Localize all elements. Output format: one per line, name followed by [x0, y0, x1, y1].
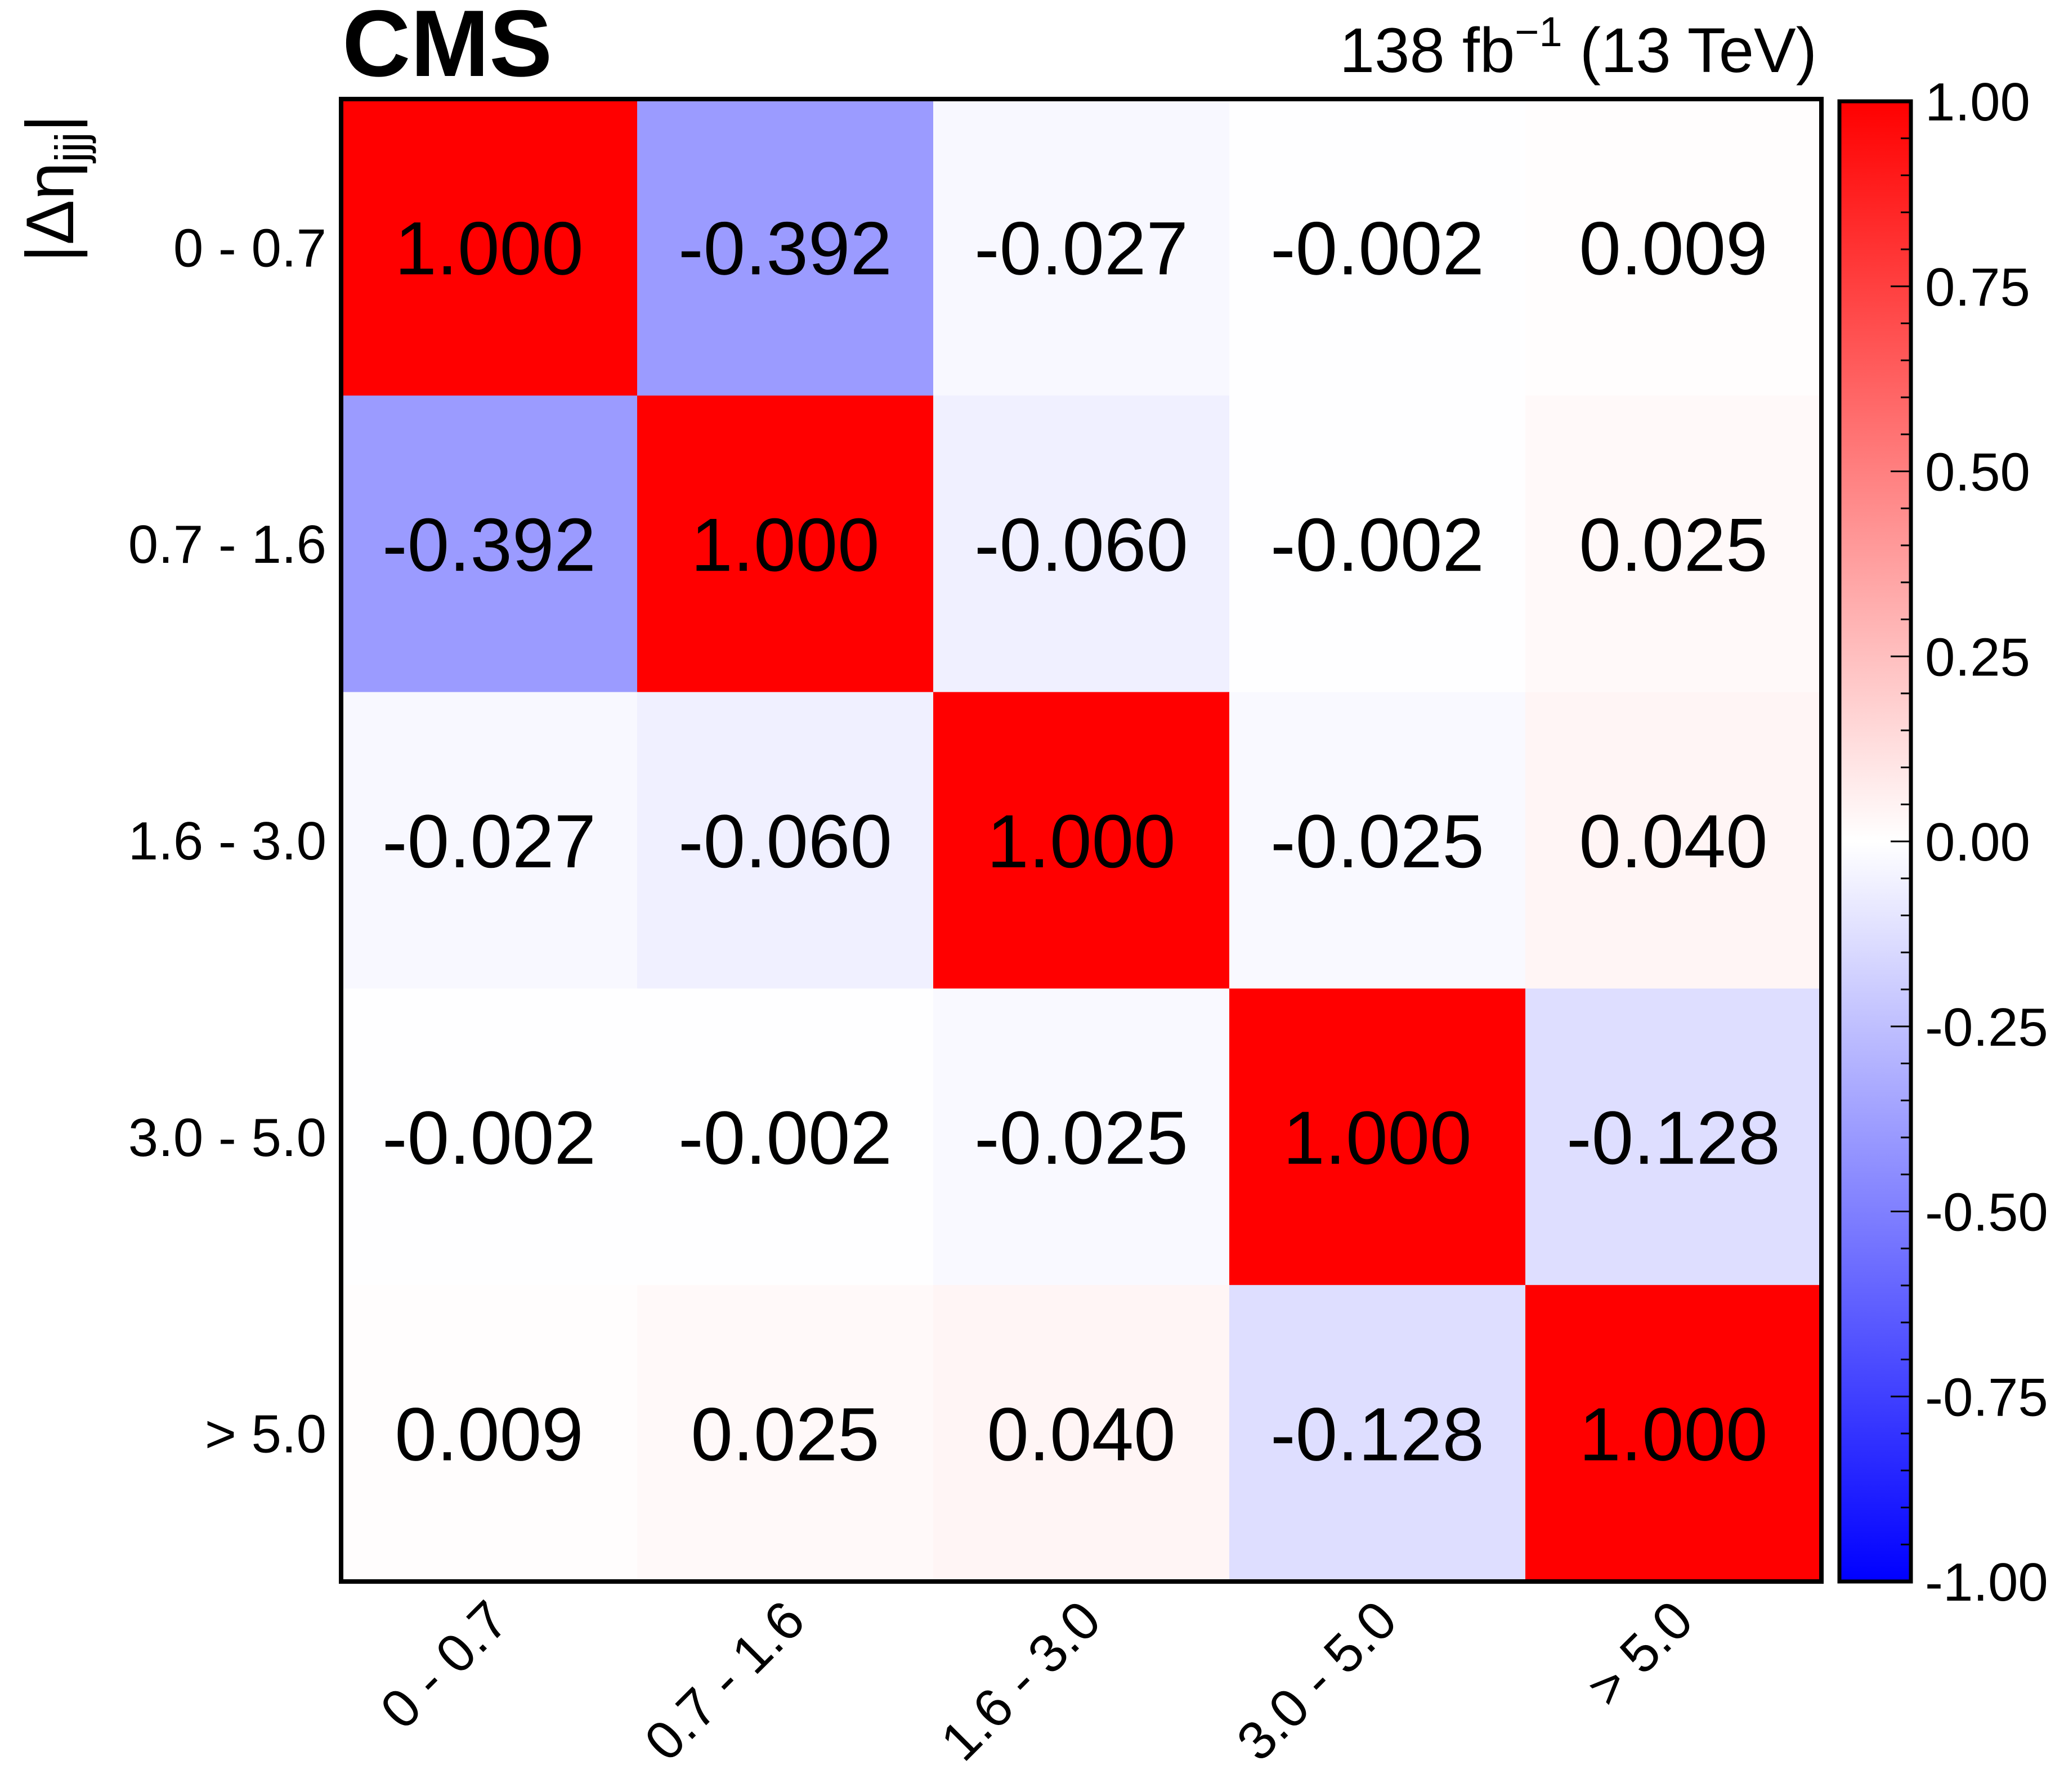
heatmap-cells [341, 99, 1822, 1582]
x-tick-label: 1.6 - 3.0 [929, 1589, 1112, 1772]
x-tick-label: 0 - 0.7 [369, 1589, 520, 1740]
cell-value-label: -0.392 [382, 503, 596, 587]
x-tick-labels: 0 - 0.7 0.7 - 1.6 1.6 - 3.0 3.0 - 5.0 > 5.0 [369, 1589, 1704, 1772]
cell-value-label: -0.392 [678, 207, 892, 290]
cell-value-label: 1.000 [987, 800, 1175, 884]
heatmap-cell [933, 692, 1230, 989]
heatmap-cell [1525, 395, 1822, 693]
y-tick-labels: 0 - 0.7 0.7 - 1.6 1.6 - 3.0 3.0 - 5.0 > 5.0 [128, 218, 326, 1464]
colorbar-tick-label: -0.25 [1925, 997, 2048, 1058]
x-tick-label: 0.7 - 1.6 [633, 1589, 816, 1772]
heatmap-cell [933, 395, 1230, 693]
colorbar-tick-label: 1.00 [1925, 72, 2030, 132]
cell-value-label: -0.002 [1270, 207, 1484, 290]
heatmap-cell [341, 395, 638, 693]
cell-value-label: -0.128 [1270, 1393, 1484, 1477]
x-tick-label: > 5.0 [1575, 1589, 1704, 1718]
cell-value-label: 1.000 [691, 503, 879, 587]
heatmap-cell [637, 1285, 934, 1582]
svg-text:|Δηjjj|: |Δηjjj| [12, 115, 96, 263]
heatmap-cell [1525, 692, 1822, 989]
x-tick-label: 3.0 - 5.0 [1225, 1589, 1408, 1772]
cell-value-label: 0.040 [987, 1393, 1175, 1477]
cell-value-label: -0.060 [974, 503, 1188, 587]
cell-value-label: 0.040 [1579, 800, 1767, 884]
heatmap-cell-values: 1.000 -0.392 -0.027 -0.002 0.009 -0.392 1.000 -… [382, 207, 1780, 1476]
heatmap-cell [933, 99, 1230, 396]
cell-value-label: 0.025 [1579, 503, 1767, 587]
colorbar-tick-label: -0.75 [1925, 1367, 2048, 1427]
colorbar-ticks [1891, 100, 1911, 1583]
heatmap-cell [341, 692, 638, 989]
heatmap-cell [1229, 1285, 1526, 1582]
heatmap-cell [637, 692, 934, 989]
cell-value-label: 0.025 [691, 1393, 879, 1477]
heatmap-cell [1229, 988, 1526, 1285]
plot-frame [339, 97, 1824, 1584]
cell-value-label: -0.128 [1566, 1096, 1780, 1180]
cell-value-label: -0.027 [382, 800, 596, 884]
cell-value-label: 1.000 [395, 207, 583, 290]
cell-value-label: -0.060 [678, 800, 892, 884]
heatmap-cell [637, 395, 934, 693]
y-tick-label: 0 - 0.7 [173, 218, 326, 278]
experiment-label: CMS [342, 0, 552, 96]
cell-value-label: 0.009 [1579, 207, 1767, 290]
cell-value-label: -0.025 [1270, 800, 1484, 884]
colorbar-tick-label: 0.25 [1925, 627, 2030, 687]
cell-value-label: -0.025 [974, 1096, 1188, 1180]
heatmap-cell [1525, 988, 1822, 1285]
heatmap-cell [1229, 99, 1526, 396]
heatmap-cell [637, 988, 934, 1285]
heatmap-cell [1525, 1285, 1822, 1582]
cell-value-label: 1.000 [1283, 1096, 1471, 1180]
heatmap-cell [933, 1285, 1230, 1582]
colorbar-tick-label: -0.50 [1925, 1182, 2048, 1243]
heatmap-cell [637, 99, 934, 396]
colorbar-tick-label: 0.00 [1925, 812, 2030, 872]
cell-value-label: 0.009 [395, 1393, 583, 1477]
y-tick-label: 1.6 - 3.0 [128, 811, 326, 871]
heatmap-cell [1525, 99, 1822, 396]
cell-value-label: -0.002 [1270, 503, 1484, 587]
heatmap-cell [1229, 692, 1526, 989]
colorbar-tick-label: 0.75 [1925, 257, 2030, 317]
heatmap-cell [341, 1285, 638, 1582]
colorbar-tick-label: 0.50 [1925, 442, 2030, 503]
y-tick-label: > 5.0 [205, 1404, 326, 1464]
heatmap-cell [933, 988, 1230, 1285]
colorbar-tick-labels: 1.00 0.75 0.50 0.25 0.00 -0.25 -0.50 -0.75 -1.00 [1925, 72, 2048, 1612]
heatmap-cell [341, 988, 638, 1285]
heatmap-cell [1229, 395, 1526, 693]
cell-value-label: -0.002 [678, 1096, 892, 1180]
cell-value-label: -0.027 [974, 207, 1188, 290]
colorbar-tick-label: -1.00 [1925, 1552, 2048, 1612]
cell-value-label: 1.000 [1579, 1393, 1767, 1477]
y-tick-label: 0.7 - 1.6 [128, 514, 326, 575]
y-axis-title: |Δηjjj| [12, 115, 96, 263]
y-tick-label: 3.0 - 5.0 [128, 1108, 326, 1168]
heatmap-cell [341, 99, 638, 396]
cell-value-label: -0.002 [382, 1096, 596, 1180]
luminosity-label: 138 fb−1 (13 TeV) [1340, 8, 1817, 86]
